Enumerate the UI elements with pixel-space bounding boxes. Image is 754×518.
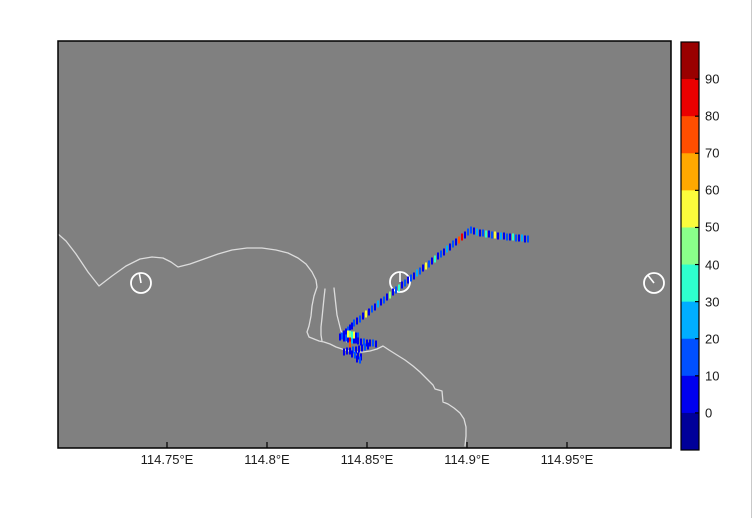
colorbar-band	[681, 412, 699, 451]
colorbar-band	[681, 153, 699, 191]
colorbar-tick-label: 30	[705, 294, 720, 310]
colorbar-band	[681, 42, 699, 80]
coastline-path	[58, 233, 467, 447]
x-axis-label: 114.9°E	[444, 452, 490, 467]
colorbar-tick-label: 90	[705, 71, 720, 87]
colorbar-band	[681, 375, 699, 414]
colorbar-band	[681, 190, 699, 228]
x-axis-label: 114.8°E	[244, 452, 290, 467]
colorbar-band	[681, 116, 699, 154]
x-axis-label: 114.85°E	[340, 452, 394, 467]
colorbar-tick-label: 80	[705, 108, 720, 124]
colorbar-tick-label: 70	[705, 145, 720, 161]
x-axis-label: 114.95°E	[540, 452, 594, 467]
colorbar-tick-label: 20	[705, 331, 720, 347]
colorbar-band	[681, 79, 699, 117]
colorbar-border	[680, 41, 700, 451]
colorbar-band	[681, 301, 699, 340]
station-dial-icon	[389, 271, 411, 293]
station-dial-icon	[643, 272, 665, 294]
colorbar-tick-label: 10	[705, 368, 720, 384]
window-right-edge	[751, 0, 752, 518]
coastline-path	[320, 288, 326, 342]
colorbar-tick-label: 40	[705, 257, 720, 273]
colorbar-tick-label: 0	[705, 405, 713, 421]
colorbar-band	[681, 227, 699, 266]
map-background	[58, 41, 671, 448]
colorbar-tick-label: 50	[705, 219, 720, 235]
station-dial-icon	[130, 272, 152, 294]
colorbar-tick-label: 60	[705, 182, 720, 198]
station-dial-hand	[138, 273, 142, 284]
colorbar-band	[681, 338, 699, 377]
plot-border	[57, 40, 672, 449]
colorbar-band	[681, 264, 699, 303]
x-axis-label: 114.75°E	[140, 452, 194, 467]
station-dial-hand	[647, 275, 655, 284]
